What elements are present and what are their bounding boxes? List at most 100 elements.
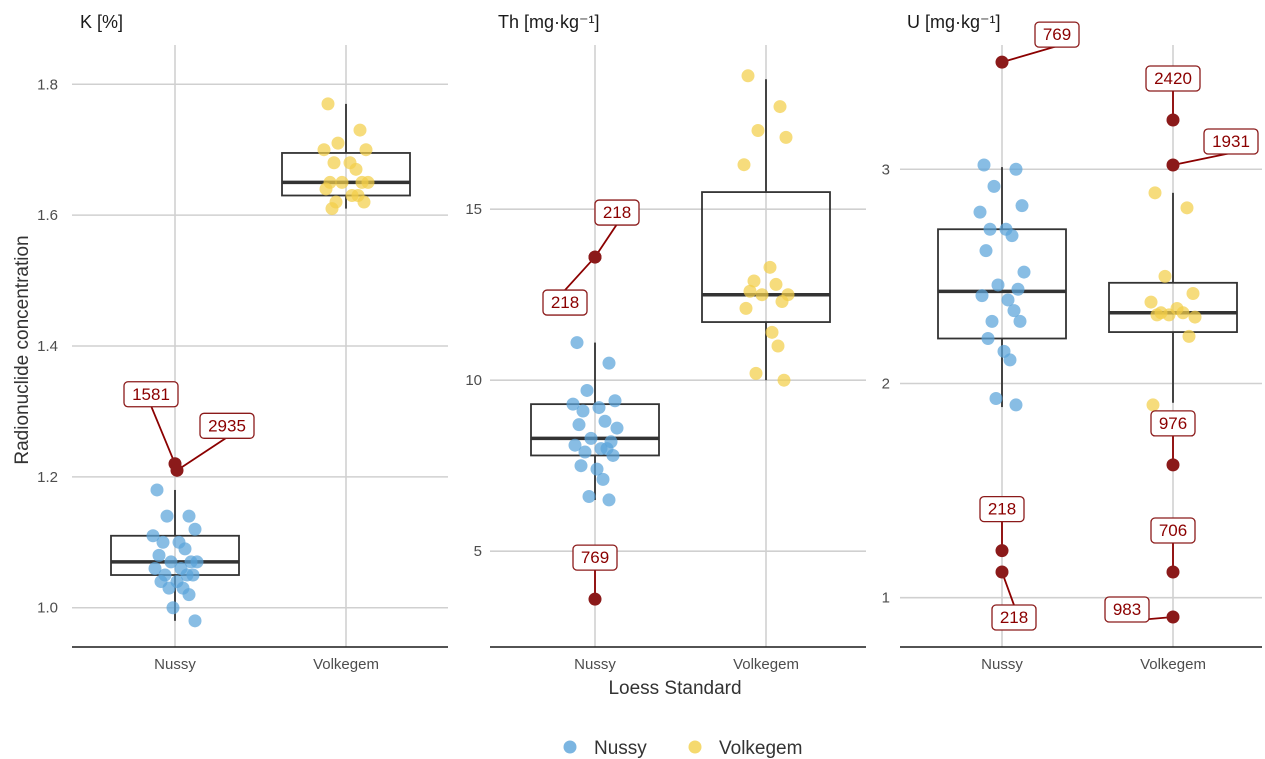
panel-3: 1 2 3 Nussy Volkegem U [mg·kg⁻¹] 769 218 218 2420… xyxy=(882,12,1262,673)
outlier-leader xyxy=(564,256,596,291)
data-point xyxy=(1013,314,1027,328)
legend-marker xyxy=(563,740,577,754)
outlier-label-box xyxy=(1150,410,1196,437)
outlier-label-box xyxy=(199,412,255,439)
data-point xyxy=(779,130,793,144)
data-point xyxy=(186,568,200,582)
data-point xyxy=(741,69,755,83)
box-nussy xyxy=(110,534,240,576)
y-tick-label: 15 xyxy=(465,201,482,218)
data-point xyxy=(1009,162,1023,176)
data-point xyxy=(580,383,594,397)
data-point xyxy=(977,158,991,172)
data-point xyxy=(606,448,620,462)
data-point xyxy=(989,391,1003,405)
outlier-label: 218 xyxy=(551,293,579,312)
data-point xyxy=(755,288,769,302)
outlier-point xyxy=(170,463,184,477)
data-point xyxy=(150,483,164,497)
data-point xyxy=(182,588,196,602)
outlier-label: 976 xyxy=(1159,414,1187,433)
data-point xyxy=(570,336,584,350)
x-tick-label: Volkegem xyxy=(733,656,799,673)
outlier-label-box xyxy=(991,604,1037,631)
panel-title: U [mg·kg⁻¹] xyxy=(907,12,1001,32)
data-point xyxy=(777,373,791,387)
data-point xyxy=(188,614,202,628)
data-point xyxy=(160,509,174,523)
panel-1: 1.0 1.2 1.4 1.6 1.8 Nussy Volkegem K [%] 1581 293… xyxy=(37,12,448,673)
outlier-label: 2935 xyxy=(208,416,246,435)
data-point xyxy=(584,431,598,445)
data-point xyxy=(739,301,753,315)
data-point xyxy=(582,490,596,503)
outlier-leader xyxy=(1001,45,1058,64)
data-point xyxy=(1146,398,1160,412)
data-point xyxy=(182,509,196,523)
data-point xyxy=(981,332,995,346)
outlier-leader xyxy=(594,223,618,258)
data-point xyxy=(773,100,787,114)
outlier-point xyxy=(588,250,602,264)
data-point xyxy=(166,601,180,615)
outlier-label: 769 xyxy=(1043,25,1071,44)
data-point xyxy=(590,462,604,476)
data-point xyxy=(975,289,989,303)
data-point xyxy=(608,394,622,408)
y-tick-label: 1.2 xyxy=(37,469,58,486)
outlier-label-box xyxy=(1104,596,1150,623)
x-tick-label: Nussy xyxy=(154,656,196,673)
data-point xyxy=(1017,265,1031,279)
x-tick-label: Volkegem xyxy=(313,656,379,673)
data-point xyxy=(317,143,331,157)
data-point xyxy=(598,414,612,428)
data-point xyxy=(747,274,761,288)
data-point xyxy=(578,445,592,459)
panel-title: Th [mg·kg⁻¹] xyxy=(498,12,600,32)
data-point xyxy=(775,295,789,309)
data-point xyxy=(749,366,763,380)
data-point xyxy=(349,162,363,176)
data-point xyxy=(572,418,586,432)
outlier-label: 218 xyxy=(603,203,631,222)
data-point xyxy=(991,278,1005,292)
x-tick-label: Volkegem xyxy=(1140,656,1206,673)
y-tick-label: 1.4 xyxy=(37,338,58,355)
data-point xyxy=(1188,310,1202,324)
panel-2: 5 10 15 Nussy Volkegem Th [mg·kg⁻¹] 218 218 769 xyxy=(465,12,866,673)
data-point xyxy=(592,401,606,415)
box-volkegem xyxy=(1108,281,1238,333)
data-point xyxy=(162,581,176,595)
y-tick-label: 1.6 xyxy=(37,207,58,224)
outlier-label: 2420 xyxy=(1154,69,1192,88)
data-point xyxy=(769,277,783,291)
legend-marker xyxy=(688,740,702,754)
data-point xyxy=(610,421,624,435)
data-point xyxy=(973,205,987,219)
outlier-leader xyxy=(150,405,176,465)
data-point xyxy=(325,202,339,216)
outlier-label-box xyxy=(1145,65,1201,92)
legend-entry: Volkegem xyxy=(719,738,802,759)
outlier-point xyxy=(995,544,1009,558)
panels: 1.0 1.2 1.4 1.6 1.8 Nussy Volkegem K [%] 1581 293… xyxy=(37,12,1262,673)
data-point xyxy=(737,158,751,172)
data-point xyxy=(321,97,335,111)
outlier-label: 769 xyxy=(581,548,609,567)
outlier-label: 1931 xyxy=(1212,132,1250,151)
data-point xyxy=(353,123,367,137)
data-point xyxy=(1144,295,1158,309)
data-point xyxy=(1007,304,1021,318)
data-point xyxy=(1003,353,1017,367)
outlier-label: 983 xyxy=(1113,600,1141,619)
data-point xyxy=(763,260,777,274)
y-tick-label: 10 xyxy=(465,372,482,389)
data-point xyxy=(596,472,610,486)
outlier-label: 218 xyxy=(988,500,1016,519)
data-point xyxy=(1186,287,1200,301)
data-point xyxy=(751,124,765,138)
outlier-point xyxy=(995,55,1009,69)
legend-entry: Nussy xyxy=(594,738,647,759)
x-axis-title: Loess Standard xyxy=(608,678,741,699)
outlier-point xyxy=(1166,113,1180,127)
